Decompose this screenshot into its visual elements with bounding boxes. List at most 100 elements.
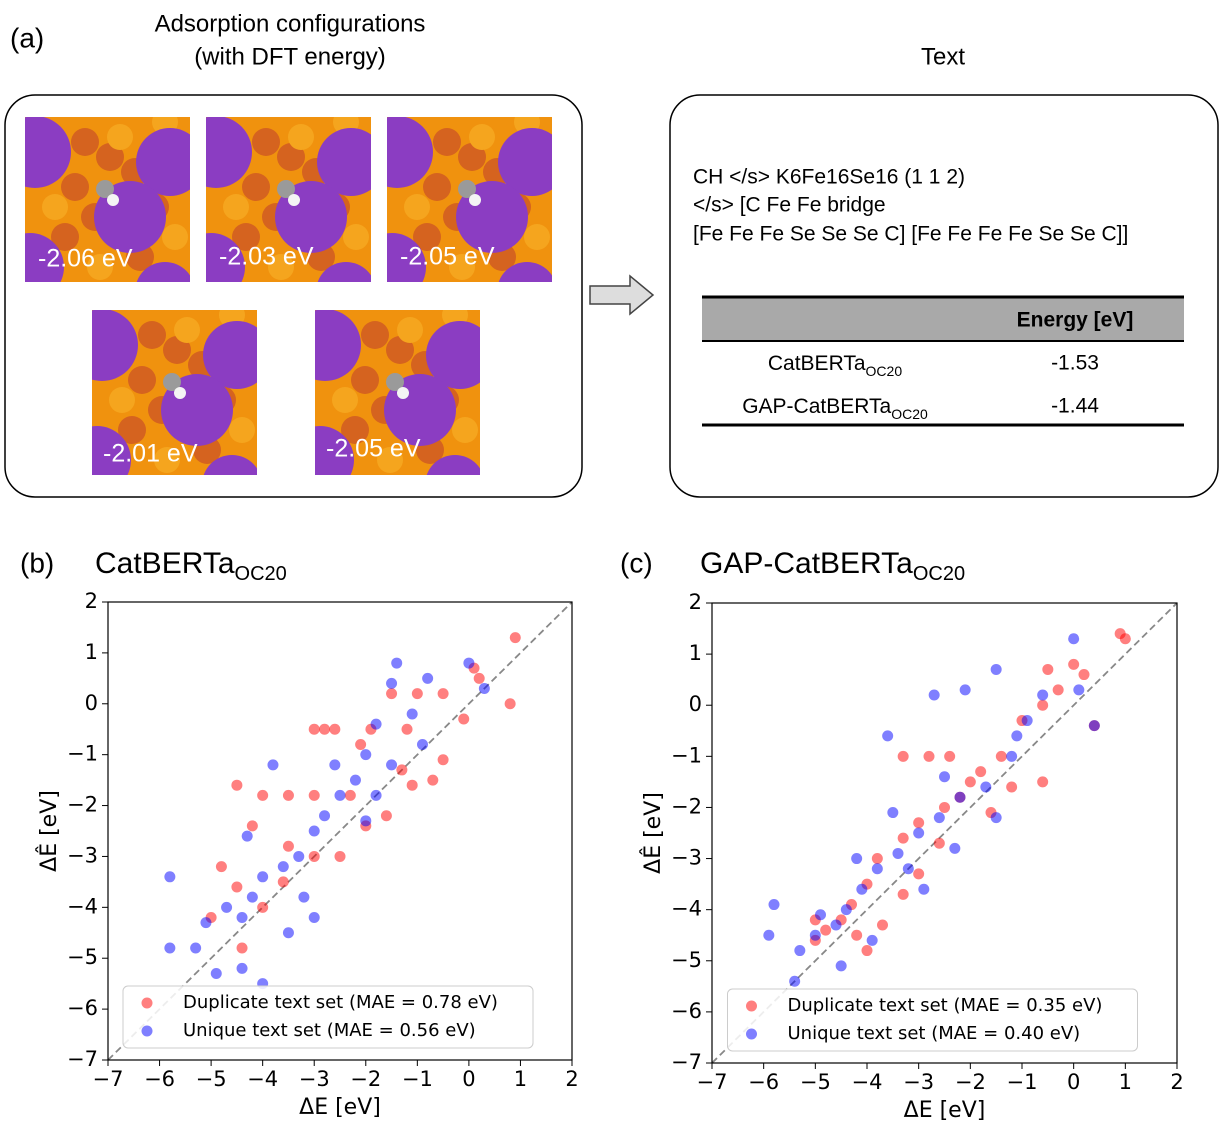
table-cell: -1.53 [1051, 352, 1099, 375]
scatter-point [1006, 781, 1018, 793]
scatter-point [1088, 720, 1100, 732]
energy-label: -2.03 eV [219, 243, 314, 271]
y-tick-label: −7 [671, 1050, 702, 1074]
x-tick-label: −7 [93, 1067, 124, 1091]
scatter-point [257, 871, 269, 883]
scatter-point [1078, 669, 1090, 681]
scatter-point [1052, 684, 1064, 696]
scatter-point [763, 929, 775, 941]
scatter-point [1068, 633, 1080, 645]
scatter-point [830, 919, 842, 931]
panel-title: Adsorption configurations [155, 10, 426, 37]
x-tick-label: −6 [748, 1070, 779, 1094]
energy-label: -2.05 eV [400, 243, 495, 271]
scatter-point [902, 863, 914, 875]
scatter-point [913, 817, 925, 829]
scatter-point [282, 927, 294, 939]
table-cell: -1.44 [1051, 395, 1099, 418]
legend-label: Unique text set (MAE = 0.56 eV) [183, 1020, 476, 1041]
scatter-point [877, 919, 888, 931]
scatter-point [458, 713, 470, 725]
scatter-point [851, 929, 863, 941]
scatter-point [913, 868, 925, 880]
x-tick-label: 2 [1170, 1070, 1183, 1094]
y-tick-label: 1 [85, 640, 98, 664]
x-tick-label: −4 [852, 1070, 883, 1094]
scatter-point [437, 688, 449, 700]
scatter-point [473, 672, 485, 684]
scatter-point [789, 975, 801, 987]
y-axis-label: ΔÊ [eV] [36, 790, 62, 872]
panel-label: (c) [620, 547, 653, 578]
x-tick-label: −6 [144, 1067, 175, 1091]
scatter-point [241, 830, 253, 842]
y-tick-label: −2 [671, 794, 702, 818]
scatter-point [478, 683, 490, 695]
scatter-point [1006, 750, 1018, 762]
legend-marker [141, 1025, 153, 1037]
x-tick-label: −2 [350, 1067, 381, 1091]
scatter-point [360, 749, 372, 761]
x-tick-label: −7 [697, 1070, 728, 1094]
scatter-point [308, 850, 320, 862]
table-header-text: Energy [eV] [1017, 309, 1134, 332]
panel-label: (b) [20, 547, 54, 578]
plot-frame [107, 601, 573, 1061]
identity-line [711, 602, 1178, 1064]
scatter-point [949, 842, 961, 854]
text-line: [Fe Fe Fe Se Se Se C] [Fe Fe Fe Fe Se Se… [693, 223, 1128, 246]
scatter-point [871, 863, 883, 875]
scatter-point [406, 708, 418, 720]
scatter-point [980, 781, 992, 793]
scatter-point [282, 789, 294, 801]
scatter-point [246, 820, 258, 832]
scatter-point [308, 825, 320, 837]
x-tick-label: −2 [955, 1070, 986, 1094]
scatter-point [820, 924, 832, 936]
y-axis-label: ΔÊ [eV] [640, 792, 666, 874]
table-header [702, 298, 1184, 340]
x-axis-label: ΔE [eV] [299, 1095, 381, 1120]
scatter-point [308, 789, 320, 801]
scatter-point [308, 912, 320, 924]
scatter-point [809, 929, 821, 941]
legend-marker [141, 997, 153, 1009]
title-subscript: OC20 [235, 563, 287, 585]
scatter-point [427, 774, 439, 786]
scatter-point [939, 771, 950, 783]
scatter-point [355, 738, 367, 750]
scatter-point [933, 837, 945, 849]
scatter-point [386, 688, 398, 700]
chart-title: CatBERTaOC20 [95, 547, 287, 585]
scatter-point [437, 754, 449, 766]
legend-label: Unique text set (MAE = 0.40 eV) [788, 1023, 1081, 1044]
scatter-point [416, 738, 428, 750]
legend-label: Duplicate text set (MAE = 0.35 eV) [788, 995, 1103, 1016]
scatter-point [1073, 684, 1085, 696]
scatter-point [944, 750, 956, 762]
scatter-point [463, 657, 475, 669]
y-tick-label: −4 [67, 894, 98, 918]
title-main: GAP-CatBERTa [700, 547, 913, 580]
scatter-point [406, 779, 418, 791]
structure-image [206, 117, 371, 282]
scatter-point [267, 759, 279, 771]
y-tick-label: −3 [67, 843, 98, 867]
scatter-point [236, 962, 248, 974]
structure-image [315, 310, 480, 475]
scatter-point [897, 750, 909, 762]
scatter-point [1037, 776, 1049, 788]
scatter-point [939, 801, 950, 813]
plot-frame [711, 602, 1178, 1064]
x-tick-label: 1 [1119, 1070, 1132, 1094]
scatter-point [401, 723, 413, 735]
scatter-point [308, 723, 320, 735]
scatter-point [975, 766, 987, 778]
scatter-point [933, 812, 945, 824]
structure-image [387, 117, 552, 282]
arrow [589, 274, 655, 316]
y-tick-label: 0 [85, 691, 98, 715]
x-tick-label: 2 [565, 1067, 578, 1091]
scatter-point [861, 945, 873, 957]
